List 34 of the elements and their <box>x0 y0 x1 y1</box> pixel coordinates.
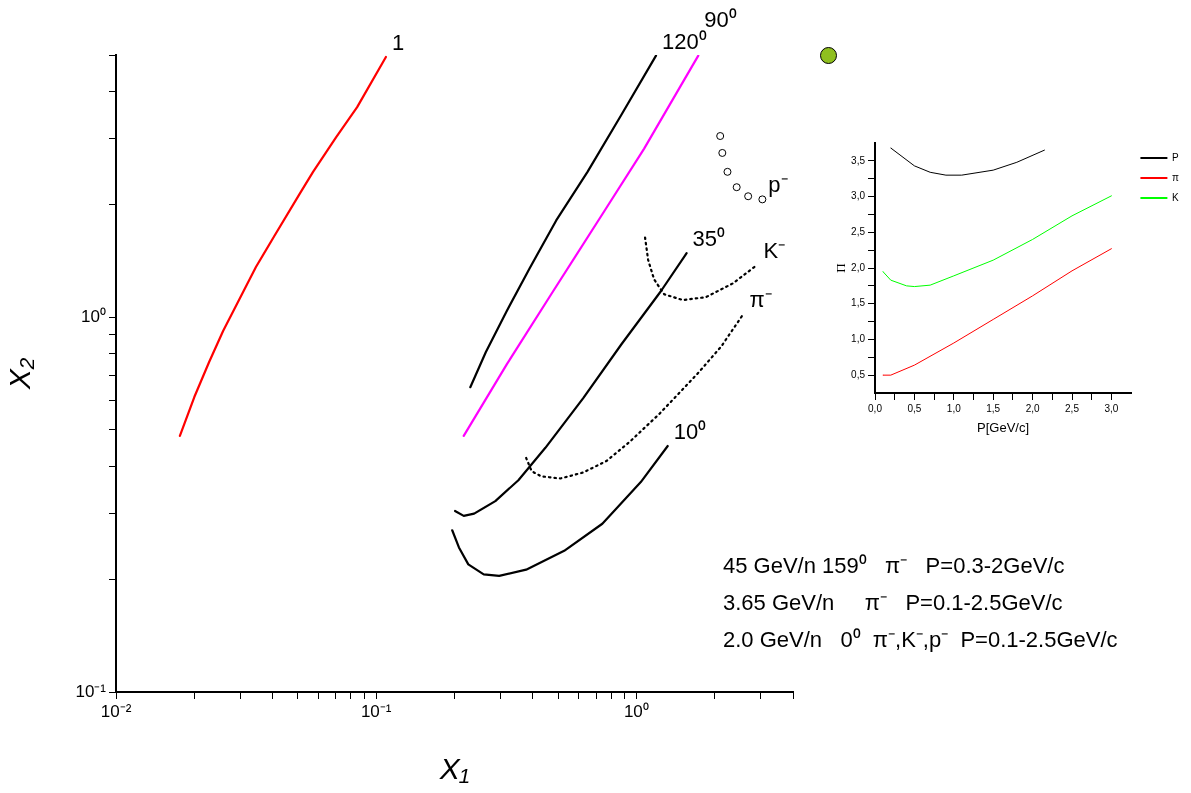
x-axis-title: P[GeV/c] <box>977 419 1030 435</box>
x-tick-label: 10⁰ <box>623 701 649 721</box>
x-axis-title: X₁ <box>438 752 470 786</box>
x-tick-label: 0,5 <box>907 402 922 414</box>
annotation: 3.65 GeV/n π⁻ P=0.1-2.5GeV/c <box>723 590 1063 616</box>
series-label: π⁻ <box>749 286 772 312</box>
y-tick-label: 2,5 <box>851 226 866 238</box>
y-axis-title: Π <box>833 263 849 273</box>
series-label: 1 <box>391 30 405 56</box>
y-tick-label: 1,0 <box>851 333 866 345</box>
series-label: 35⁰ <box>692 226 726 252</box>
legend-label: K <box>1172 191 1180 203</box>
legend-label: P <box>1172 151 1180 163</box>
y-axis-title: X₂ <box>3 357 37 391</box>
annotation: 45 GeV/n 159⁰ π⁻ P=0.3-2GeV/c <box>723 553 1065 579</box>
x-tick-label: 10⁻¹ <box>360 701 392 721</box>
y-tick-label: 0,5 <box>851 368 866 380</box>
series-label: 10⁰ <box>673 419 707 445</box>
x-tick-label: 2,5 <box>1065 402 1080 414</box>
y-tick-label: 3,5 <box>851 154 866 166</box>
x-tick-label: 0,0 <box>868 402 883 414</box>
y-tick-label: 3,0 <box>851 190 866 202</box>
annotation: 2.0 GeV/n 0⁰ π⁻,K⁻,p⁻ P=0.1-2.5GeV/c <box>723 627 1118 653</box>
y-tick-label: 1,5 <box>851 297 866 309</box>
y-tick-label: 2,0 <box>851 261 866 273</box>
legend-label: π <box>1172 171 1180 183</box>
x-tick-label: 1,0 <box>946 402 962 414</box>
x-tick-label: 3,0 <box>1104 402 1119 414</box>
series-label: 120⁰ <box>662 28 707 54</box>
x-tick-label: 1,5 <box>986 402 1001 414</box>
x-tick-label: 2,0 <box>1025 402 1040 414</box>
series-label: K⁻ <box>763 237 786 263</box>
series-label: p⁻ <box>768 172 788 198</box>
x-tick-label: 10⁻² <box>100 701 132 721</box>
